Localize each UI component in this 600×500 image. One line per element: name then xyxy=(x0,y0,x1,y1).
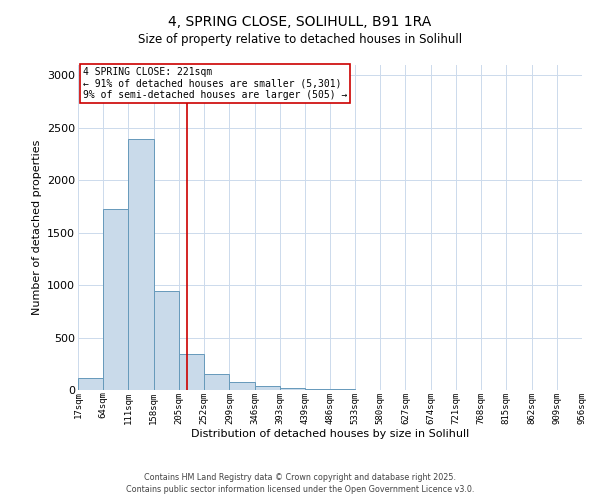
Text: Size of property relative to detached houses in Solihull: Size of property relative to detached ho… xyxy=(138,32,462,46)
X-axis label: Distribution of detached houses by size in Solihull: Distribution of detached houses by size … xyxy=(191,429,469,439)
Text: 4 SPRING CLOSE: 221sqm
← 91% of detached houses are smaller (5,301)
9% of semi-d: 4 SPRING CLOSE: 221sqm ← 91% of detached… xyxy=(83,66,347,100)
Bar xyxy=(78,378,103,390)
Y-axis label: Number of detached properties: Number of detached properties xyxy=(32,140,41,315)
Bar xyxy=(154,292,179,390)
Bar xyxy=(179,354,204,390)
Bar xyxy=(280,388,305,390)
Text: 4, SPRING CLOSE, SOLIHULL, B91 1RA: 4, SPRING CLOSE, SOLIHULL, B91 1RA xyxy=(169,15,431,29)
Bar xyxy=(204,374,229,390)
Bar xyxy=(103,208,128,390)
Bar xyxy=(254,386,280,390)
Bar xyxy=(128,140,154,390)
Text: Contains HM Land Registry data © Crown copyright and database right 2025.: Contains HM Land Registry data © Crown c… xyxy=(144,472,456,482)
Bar xyxy=(229,382,254,390)
Text: Contains public sector information licensed under the Open Government Licence v3: Contains public sector information licen… xyxy=(126,485,474,494)
